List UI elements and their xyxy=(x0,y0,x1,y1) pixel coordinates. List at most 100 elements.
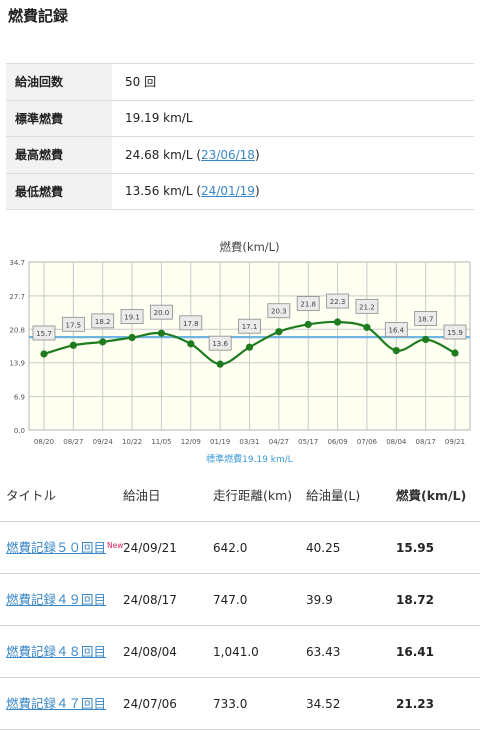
x-tick-label: 08/20 xyxy=(34,438,54,446)
data-label-box xyxy=(32,325,56,341)
data-label: 16.4 xyxy=(388,327,404,335)
fuel-economy-chart: 燃費(km/L) 34.7 27.7 20.8 13.9 6.9 0.0 08/20 08/27… xyxy=(0,232,480,470)
standard-economy-value: 19.19 km/L xyxy=(112,99,474,137)
x-tick-label: 12/09 xyxy=(181,438,201,446)
table-row: 燃費記録４７回目 24/07/06 733.0 34.52 21.23 xyxy=(0,678,480,730)
data-label: 21.2 xyxy=(359,303,375,311)
x-tick-label: 09/24 xyxy=(93,438,114,446)
data-point xyxy=(392,346,400,355)
record-distance: 747.0 xyxy=(213,593,248,607)
x-tick-label: 01/19 xyxy=(210,438,230,446)
data-point xyxy=(422,335,430,344)
record-date: 24/07/06 xyxy=(123,697,177,711)
data-label: 17.8 xyxy=(183,320,199,328)
y-tick-label: 20.8 xyxy=(9,326,25,334)
data-point xyxy=(216,360,224,368)
summary-table: 給油回数 50 回 標準燃費 19.19 km/L 最高燃費 24.68 km/… xyxy=(6,63,474,210)
new-badge: New xyxy=(107,541,124,550)
data-label-box xyxy=(443,324,467,340)
worst-economy-cell: 13.56 km/L (24/01/19) xyxy=(112,172,474,210)
data-label-box xyxy=(238,318,261,334)
data-label-box xyxy=(61,316,85,332)
data-label-box xyxy=(414,311,438,326)
data-label: 15.7 xyxy=(36,330,52,338)
data-label: 20.0 xyxy=(154,309,170,317)
data-point xyxy=(40,350,48,358)
page-title: 燃費記録 xyxy=(8,7,69,25)
y-tick-label: 34.7 xyxy=(9,259,25,267)
best-economy-date-link[interactable]: 23/06/18 xyxy=(201,147,255,162)
record-fuel: 39.9 xyxy=(306,593,333,607)
data-point xyxy=(245,343,254,351)
data-label: 17.5 xyxy=(66,321,82,329)
data-point xyxy=(275,328,283,336)
record-title-link[interactable]: 燃費記録４７回目 xyxy=(6,696,107,711)
refuel-count-label: 給油回数 xyxy=(6,63,112,100)
record-title-link[interactable]: 燃費記録５０回目 xyxy=(6,540,107,555)
record-title-link[interactable]: 燃費記録４９回目 xyxy=(6,592,107,607)
record-date: 24/08/04 xyxy=(123,645,177,659)
data-point xyxy=(304,320,312,329)
data-point xyxy=(363,323,371,331)
data-label-box xyxy=(384,322,408,337)
x-tick-label: 06/09 xyxy=(327,438,347,446)
worst-economy-date-link[interactable]: 24/01/19 xyxy=(201,184,255,199)
record-title-cell: 燃費記録４８回目 xyxy=(6,626,106,678)
header-fuel: 給油量(L) xyxy=(306,488,361,503)
header-distance: 走行距離(km) xyxy=(213,488,293,503)
standard-economy-label: 標準燃費 xyxy=(6,99,112,137)
data-label: 21.8 xyxy=(300,300,316,308)
record-economy: 15.95 xyxy=(396,541,434,555)
x-tick-label: 05/17 xyxy=(298,438,318,446)
data-label: 17.1 xyxy=(242,323,258,331)
data-point xyxy=(333,318,342,326)
record-title-cell: 燃費記録４９回目 xyxy=(6,574,106,626)
reference-line-label: 標準燃費19.19 km/L xyxy=(206,453,293,465)
record-fuel: 63.43 xyxy=(306,645,341,659)
x-tick-label: 04/27 xyxy=(269,438,289,446)
data-label-box xyxy=(120,309,144,324)
record-fuel: 40.25 xyxy=(306,541,341,555)
y-tick-label: 6.9 xyxy=(14,394,25,402)
data-label-box xyxy=(267,303,291,319)
worst-economy-value: 13.56 km/L xyxy=(125,184,193,199)
best-economy-label: 最高燃費 xyxy=(6,136,112,173)
data-point xyxy=(451,349,459,357)
data-label: 19.1 xyxy=(124,314,140,322)
data-label-box xyxy=(326,293,349,309)
x-tick-label: 08/17 xyxy=(416,438,436,446)
y-tick-label: 27.7 xyxy=(9,293,25,301)
data-label: 18.2 xyxy=(95,318,111,326)
data-label-box xyxy=(179,315,203,331)
record-distance: 1,041.0 xyxy=(213,645,259,659)
best-economy-value: 24.68 km/L xyxy=(125,147,193,162)
x-tick-label: 09/21 xyxy=(445,438,465,446)
record-title-cell: 燃費記録５０回目New xyxy=(6,522,123,574)
data-label-box xyxy=(355,298,379,314)
data-label: 22.3 xyxy=(330,298,346,306)
data-point xyxy=(157,329,166,337)
x-tick-label: 10/22 xyxy=(122,438,142,446)
data-label-box xyxy=(208,335,232,351)
data-label-box xyxy=(91,313,115,329)
record-date: 24/08/17 xyxy=(123,593,177,607)
data-label: 15.9 xyxy=(447,329,463,337)
data-label: 18.7 xyxy=(418,315,434,323)
y-tick-label: 13.9 xyxy=(9,360,25,368)
summary-row-standard: 標準燃費 19.19 km/L xyxy=(6,99,474,137)
data-label: 20.3 xyxy=(271,308,287,316)
chart-svg: 燃費(km/L) 34.7 27.7 20.8 13.9 6.9 0.0 08/20 08/27… xyxy=(9,240,471,465)
record-title-link[interactable]: 燃費記録４８回目 xyxy=(6,644,107,659)
worst-economy-label: 最低燃費 xyxy=(6,172,112,210)
table-row: 燃費記録４８回目 24/08/04 1,041.0 63.43 16.41 xyxy=(0,626,480,678)
data-label-box xyxy=(150,304,173,320)
summary-row-worst: 最低燃費 13.56 km/L (24/01/19) xyxy=(6,172,474,210)
data-label-box xyxy=(296,296,320,311)
record-economy: 18.72 xyxy=(396,593,434,607)
data-label: 13.6 xyxy=(212,340,228,348)
data-point xyxy=(128,333,136,342)
chart-title: 燃費(km/L) xyxy=(219,240,279,254)
header-title: タイトル xyxy=(6,488,57,503)
summary-row-best: 最高燃費 24.68 km/L (23/06/18) xyxy=(6,136,474,173)
data-point xyxy=(99,338,107,346)
